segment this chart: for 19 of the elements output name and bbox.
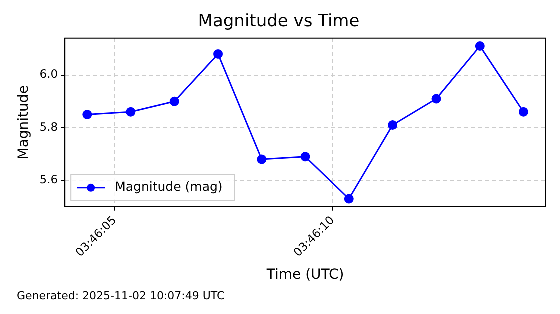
legend-label: Magnitude (mag) [115,179,223,194]
x-axis-title: Time (UTC) [266,267,344,284]
point [432,94,442,104]
text: Generated: 2025-11-02 10:07:49 UTC [17,289,226,302]
point [388,120,398,130]
chart-title: Magnitude vs Time [198,12,360,32]
point [126,107,136,117]
point [214,49,224,59]
y-tick-label: 5.8 [40,120,58,134]
point [82,110,92,120]
point [170,96,180,106]
point [518,107,528,117]
y-tick-label: 6.0 [40,67,58,82]
point [344,194,354,204]
point [300,152,310,162]
point [475,42,485,52]
y-tick-label: 5.6 [40,172,58,187]
point [257,154,267,164]
y-axis-title: Magnitude [16,86,32,160]
